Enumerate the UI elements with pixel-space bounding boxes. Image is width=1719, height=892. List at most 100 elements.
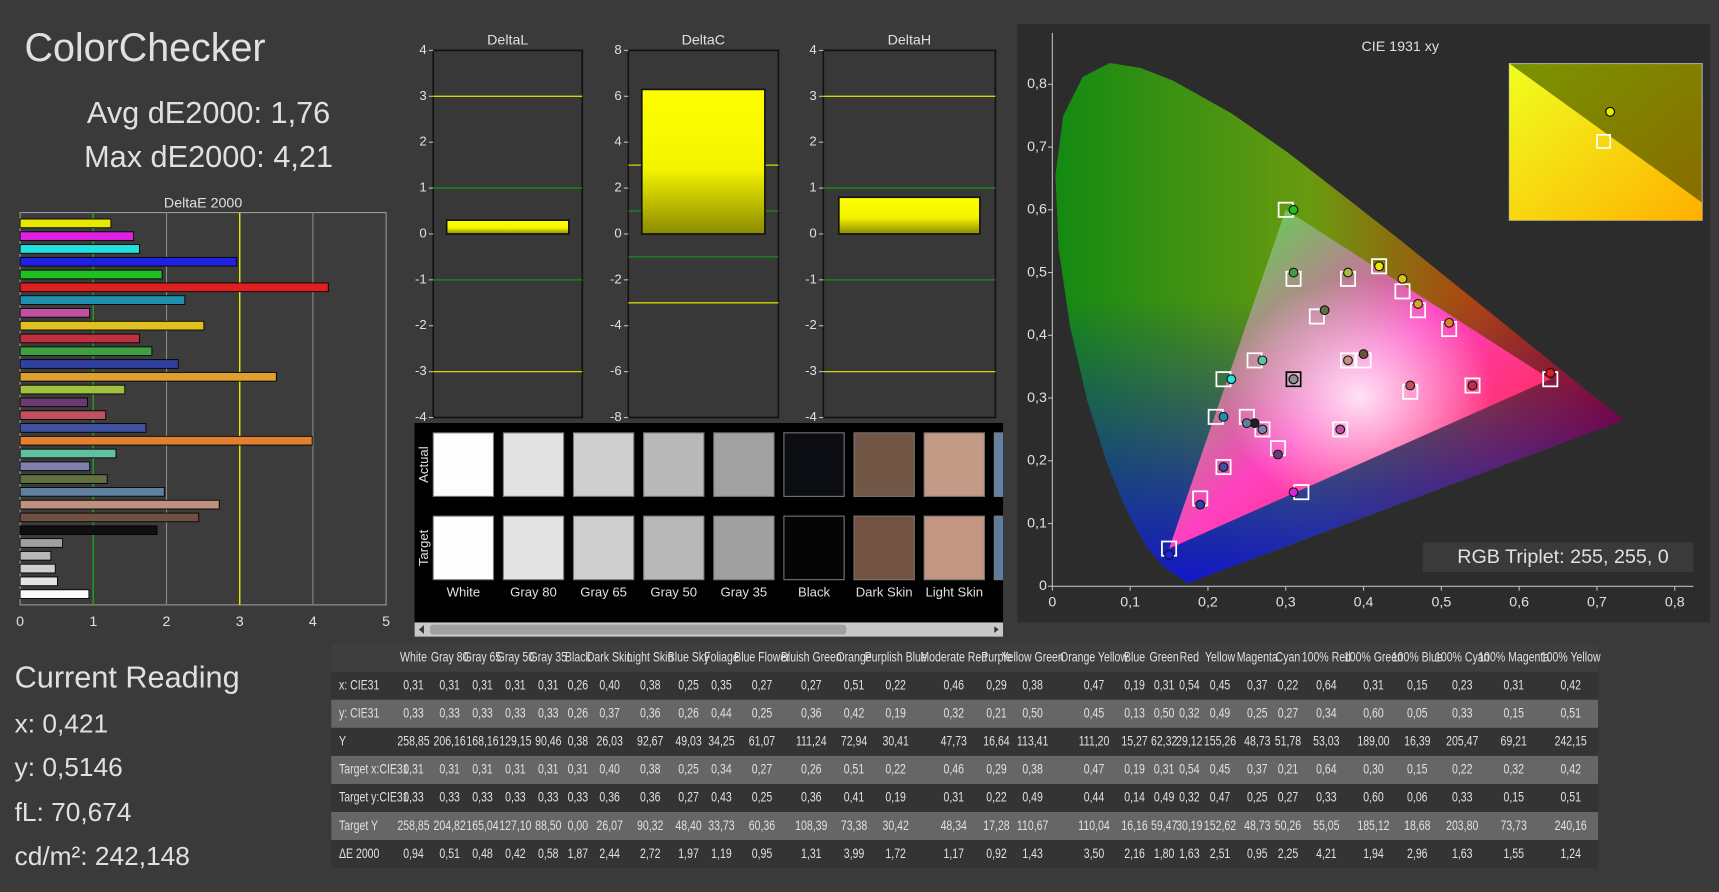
column-header: 100% Cyan — [1435, 649, 1489, 665]
table-cell: 0,50 — [1154, 705, 1175, 721]
bar — [19, 231, 134, 241]
actual-swatch — [432, 432, 495, 497]
actual-swatch — [783, 432, 845, 497]
table-cell: 0,36 — [599, 789, 620, 805]
chart-title: CIE 1931 xy — [1362, 39, 1440, 55]
column-header: 100% Red — [1302, 649, 1351, 665]
table-cell: 0,29 — [986, 761, 1007, 777]
table-cell: 0,13 — [1124, 705, 1145, 721]
table-cell: 0,25 — [752, 789, 773, 805]
scrollbar-thumb[interactable] — [429, 624, 847, 635]
table-cell: 0,47 — [1084, 677, 1105, 693]
bar — [19, 563, 56, 574]
actual-swatch — [643, 432, 705, 497]
table-cell: 168,16 — [466, 733, 498, 749]
table-cell: 0,06 — [1407, 789, 1428, 805]
table-cell: 59,47 — [1151, 817, 1177, 833]
table-cell: 1,24 — [1560, 845, 1581, 861]
measured-point — [1343, 267, 1353, 278]
column-header: Yellow — [1205, 649, 1236, 665]
table-cell: 0,54 — [1179, 677, 1200, 693]
table-cell: 0,51 — [1560, 789, 1581, 805]
table-cell: 0,15 — [1503, 789, 1524, 805]
bar — [19, 308, 91, 318]
swatch-name: Gray 35 — [721, 584, 768, 599]
bar — [19, 512, 200, 523]
target-point — [1285, 371, 1302, 388]
actual-swatch — [923, 432, 985, 497]
measured-point — [1288, 487, 1299, 498]
table-cell: 0,25 — [752, 705, 773, 721]
measured-point — [1335, 424, 1346, 435]
y-tick-label: 0,7 — [1027, 139, 1047, 155]
table-cell: 0,37 — [1247, 761, 1268, 777]
bar — [19, 410, 107, 420]
table-cell: 155,26 — [1204, 733, 1236, 749]
measured-point — [1343, 355, 1353, 366]
table-cell: 0,46 — [943, 761, 964, 777]
y-tick-label: 4 — [809, 42, 816, 57]
y-tick-label: -4 — [805, 409, 817, 424]
column-header: Gray 65 — [464, 649, 501, 665]
table-cell: 0,49 — [1210, 705, 1231, 721]
table-cell: 0,00 — [568, 817, 589, 833]
table-cell: 0,32 — [1179, 705, 1200, 721]
target-swatch — [993, 515, 1004, 581]
table-cell: 0,38 — [640, 677, 661, 693]
table-cell: 0,37 — [1247, 677, 1268, 693]
scroll-left[interactable] — [418, 624, 424, 635]
chart-title: DeltaC — [682, 32, 726, 48]
column-header: Dark Skin — [587, 649, 633, 665]
table-cell: 0,15 — [1407, 677, 1428, 693]
table-cell: 0,47 — [1084, 761, 1105, 777]
table-cell: 0,31 — [538, 761, 559, 777]
swatch-name: Gray 50 — [650, 584, 697, 599]
table-cell: 33,73 — [708, 817, 734, 833]
y-tick-label: 2 — [809, 134, 816, 149]
table-cell: 0,33 — [1452, 789, 1473, 805]
table-cell: 0,64 — [1316, 761, 1337, 777]
bar — [19, 576, 58, 587]
table-cell: 0,35 — [711, 677, 732, 693]
y-tick-label: -2 — [805, 317, 817, 332]
table-cell: 48,40 — [675, 817, 701, 833]
bar — [19, 461, 91, 472]
bar — [19, 487, 165, 497]
row-label: y: CIE31 — [339, 705, 379, 721]
measured-point — [1444, 317, 1455, 328]
table-cell: 1,43 — [1022, 845, 1043, 861]
table-cell: 0,31 — [1503, 677, 1524, 693]
y-tick-label: 0,8 — [1027, 76, 1047, 92]
table-cell: 0,40 — [599, 761, 620, 777]
table-cell: 111,24 — [796, 733, 827, 749]
y-tick-label: 0 — [809, 225, 816, 240]
measured-point — [1257, 424, 1268, 435]
table-cell: 0,31 — [403, 677, 424, 693]
measured-point — [1467, 380, 1478, 391]
bar — [19, 256, 238, 267]
table-cell: 0,19 — [1124, 677, 1145, 693]
column-header: Magenta — [1237, 649, 1278, 665]
x-tick-label: 0,7 — [1587, 594, 1607, 610]
scroll-right[interactable] — [994, 626, 999, 633]
table-cell: 0,42 — [844, 705, 865, 721]
y-tick-label: 0,1 — [1027, 515, 1047, 531]
table-cell: 0,31 — [505, 761, 526, 777]
table-cell: 0,45 — [1210, 677, 1231, 693]
table-cell: 0,51 — [1560, 705, 1581, 721]
x-tick-label: 3 — [236, 614, 244, 630]
target-swatch — [923, 515, 985, 581]
table-cell: 0,27 — [752, 677, 773, 693]
table-cell: 48,73 — [1244, 733, 1270, 749]
table-cell: 72,94 — [841, 733, 867, 749]
swatch-name: Gray 80 — [510, 584, 557, 599]
row-label: x: CIE31 — [339, 677, 379, 693]
bar — [19, 282, 329, 293]
table-cell: 53,03 — [1313, 733, 1339, 749]
table-cell: 0,54 — [1179, 761, 1200, 777]
actual-swatch — [713, 432, 775, 497]
table-cell: 113,41 — [1017, 733, 1048, 749]
table-cell: 0,31 — [568, 761, 589, 777]
table-cell: 0,42 — [1560, 677, 1581, 693]
